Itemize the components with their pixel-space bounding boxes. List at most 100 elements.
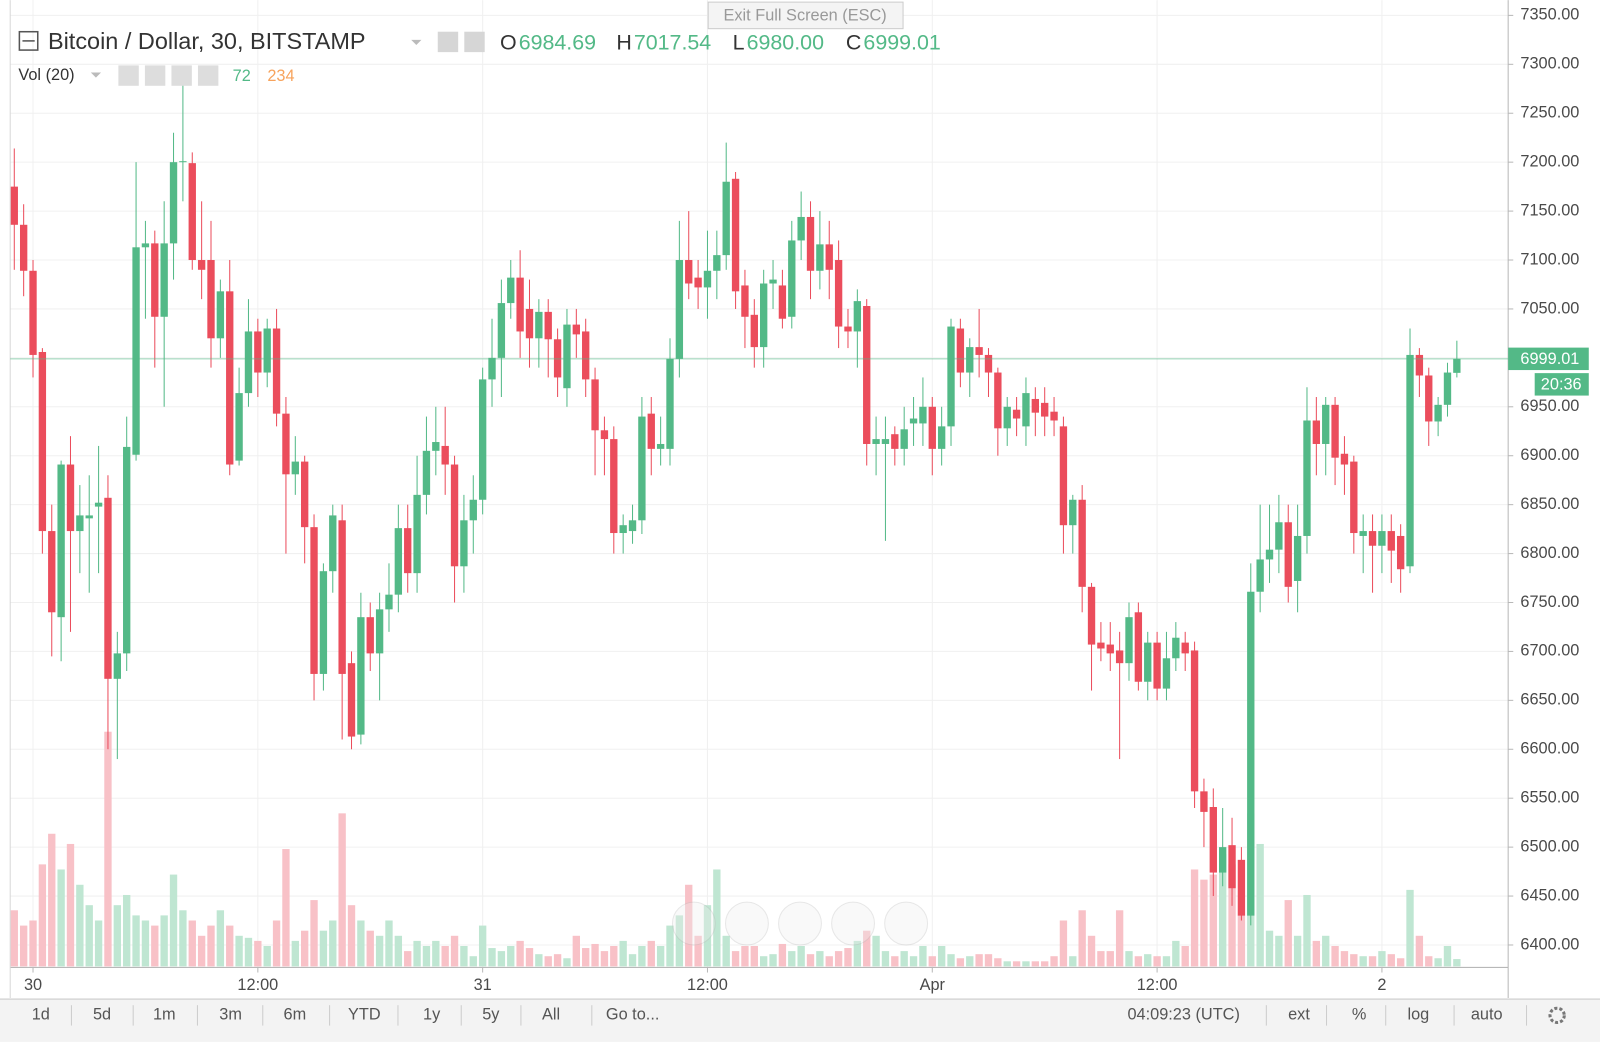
volume-bar [188,920,196,967]
candle-body [1322,404,1330,444]
volume-bar [937,946,946,967]
option-button[interactable]: ext [1288,1006,1310,1024]
close-icon[interactable] [197,65,219,86]
range-button[interactable]: 1d [32,1006,50,1024]
candle-body [478,379,487,500]
gear-icon[interactable] [464,31,485,53]
range-button[interactable]: Go to... [606,1006,660,1024]
settings-icon[interactable] [1548,1006,1566,1025]
volume-bar [919,946,927,967]
gear-icon[interactable] [144,65,166,86]
volume-bar [394,935,403,967]
option-button[interactable]: auto [1471,1006,1503,1024]
candle-body [1265,549,1274,560]
candle-body [816,244,824,271]
volume-bar [1396,958,1405,967]
candle-body [600,430,609,440]
ohlc-value: 6984.69 [519,31,596,55]
y-tick-label: 7100.00 [1520,250,1579,268]
volume-ma-last: 234 [267,67,294,85]
volume-bar [694,935,702,967]
volume-bar [207,925,215,967]
candle-body [450,464,459,567]
candle-body [66,464,75,532]
volume-bar [844,948,852,967]
volume-bar [741,946,749,967]
volume-bar [535,954,543,967]
volume-bar [1340,951,1349,967]
volume-bar [1237,915,1246,967]
range-button[interactable]: 3m [219,1006,242,1024]
candle-body [301,461,309,528]
range-button[interactable]: 6m [284,1006,307,1024]
candle-body [1415,354,1424,376]
volume-bar [1115,910,1124,967]
volume-bar [123,894,131,967]
volume-bar [272,920,281,967]
volume-bar [488,948,496,967]
option-button[interactable]: log [1407,1006,1429,1024]
volume-bar [38,864,47,967]
volume-bar [76,884,84,967]
y-tick-label: 7050.00 [1520,299,1579,317]
volume-bar [141,920,150,967]
candle-body [469,499,477,521]
candle-body [1378,531,1386,546]
dropdown-arrow[interactable] [90,72,102,78]
toolbar [0,999,1600,1042]
x-tick-label: 2 [1377,976,1386,994]
volume-bar [1078,910,1086,967]
candle-body [1443,372,1452,405]
dropdown-arrow[interactable] [411,39,422,45]
volume-bar [301,930,309,967]
nav-right[interactable] [884,901,929,946]
volume-bar [413,940,421,967]
volume-bar [788,951,796,967]
eye-icon[interactable] [437,31,459,53]
volume-bar [1106,951,1114,967]
volume-bar [1284,900,1292,967]
volume-bar [1022,961,1030,967]
volume-layer [10,731,1461,967]
volume-bar [806,954,815,967]
eye-icon[interactable] [118,65,139,86]
candle-body [722,181,730,256]
candle-body [1153,642,1161,689]
range-button[interactable]: 1y [423,1006,441,1024]
volume-bar [1219,854,1227,967]
volume-bar [750,946,758,967]
nav-left[interactable] [671,901,716,946]
volume-bar [216,910,225,967]
option-button[interactable]: % [1352,1006,1367,1024]
volume-title: Vol (20) [18,66,74,84]
candle-body [872,439,880,444]
volume-last: 72 [233,67,251,85]
volume-bar [10,910,18,967]
candle-body [497,303,506,358]
candle-body [1078,499,1086,587]
volume-bar [226,925,234,967]
collapse-icon[interactable] [18,30,39,51]
nav-zoom-out[interactable] [725,901,769,946]
volume-bar [160,915,168,967]
y-tick-label: 7300.00 [1520,55,1579,73]
nav-reset[interactable] [778,901,822,946]
range-button[interactable]: 1m [153,1006,176,1024]
range-button[interactable]: YTD [348,1006,381,1024]
volume-bar [1378,951,1386,967]
range-button[interactable]: All [542,1006,560,1024]
volume-bar [1312,940,1321,967]
volume-bar [1359,956,1367,967]
add-icon[interactable] [171,65,192,86]
range-button[interactable]: 5d [93,1006,111,1024]
candle-body [806,216,815,271]
volume-bar [900,951,908,967]
clock: 04:09:23 (UTC) [1127,1006,1239,1024]
candle-body [394,528,403,595]
candle-body [1172,637,1180,659]
nav-zoom-in[interactable] [831,901,875,946]
volume-bar [1350,954,1358,967]
exit-fullscreen[interactable] [707,1,904,30]
range-button[interactable]: 5y [482,1006,500,1024]
